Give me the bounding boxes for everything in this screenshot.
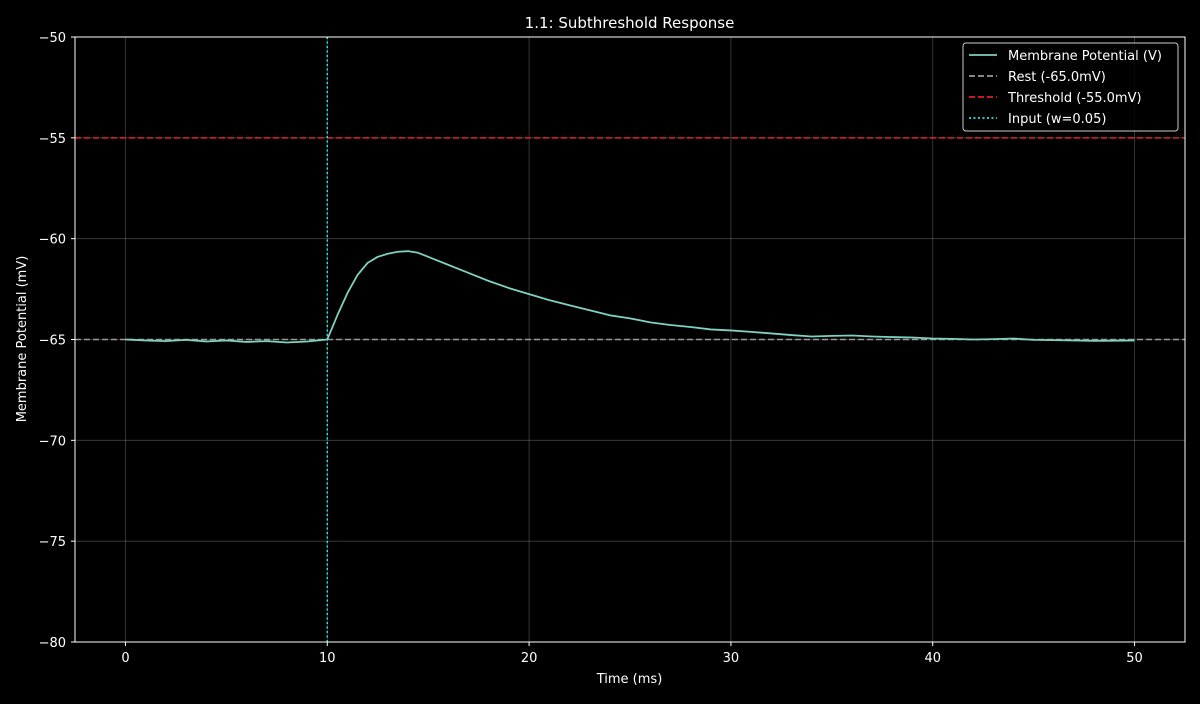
legend-box bbox=[962, 42, 1179, 132]
y-tick-label: −50 bbox=[39, 31, 66, 46]
x-tick-label: 50 bbox=[1126, 651, 1143, 666]
x-tick-label: 30 bbox=[723, 651, 740, 666]
legend-label: Membrane Potential (V) bbox=[1008, 49, 1162, 64]
legend-label: Rest (-65.0mV) bbox=[1008, 70, 1106, 85]
x-tick-label: 0 bbox=[121, 651, 129, 666]
legend-label: Input (w=0.05) bbox=[1008, 112, 1106, 127]
x-tick-label: 20 bbox=[521, 651, 538, 666]
y-tick-label: −80 bbox=[39, 636, 66, 651]
y-tick-label: −75 bbox=[39, 535, 66, 550]
y-axis-ticks: −80 −75 −70 −65 −60 −55 −50 bbox=[39, 31, 75, 651]
y-tick-label: −60 bbox=[39, 233, 66, 248]
data-series bbox=[125, 250, 1135, 344]
y-tick-label: −70 bbox=[39, 434, 66, 449]
x-axis-ticks: 0 10 20 30 40 50 bbox=[121, 642, 1143, 666]
x-tick-label: 10 bbox=[319, 651, 336, 666]
chart-title: 1.1: Subthreshold Response bbox=[525, 14, 735, 32]
series-line-membrane-potential bbox=[125, 250, 1135, 344]
legend-label: Threshold (-55.0mV) bbox=[1007, 91, 1142, 106]
y-tick-label: −65 bbox=[39, 334, 66, 349]
x-tick-label: 40 bbox=[924, 651, 941, 666]
y-axis-label: Membrane Potential (mV) bbox=[15, 256, 30, 423]
y-tick-label: −55 bbox=[39, 132, 66, 147]
x-axis-label: Time (ms) bbox=[596, 672, 663, 687]
legend: Membrane Potential (V) Rest (-65.0mV) Thre… bbox=[962, 42, 1179, 132]
